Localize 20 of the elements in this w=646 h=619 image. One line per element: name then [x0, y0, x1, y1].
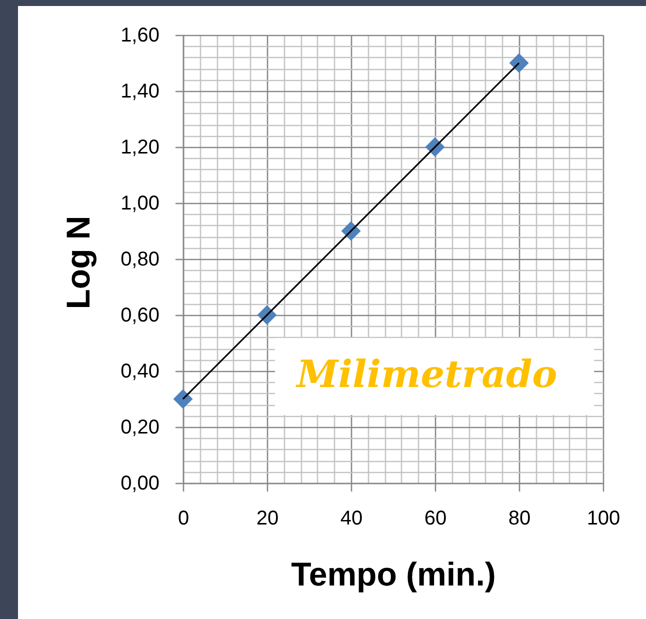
x-tick-label: 40	[340, 508, 363, 530]
y-tick-label: 1,60	[120, 24, 160, 46]
x-tick-label: 80	[508, 508, 531, 530]
y-tick-label: 0,40	[120, 360, 160, 382]
x-tick-label: 0	[178, 508, 190, 530]
y-tick-label: 0,00	[120, 472, 160, 494]
x-axis-title: Tempo (min.)	[291, 556, 496, 592]
y-tick-label: 0,80	[120, 248, 160, 270]
x-tick-label: 60	[424, 508, 447, 530]
y-tick-label: 1,20	[120, 136, 160, 158]
y-axis-title: Log N	[60, 216, 96, 310]
point	[173, 389, 193, 409]
y-tick-label: 0,60	[120, 304, 160, 326]
y-tick-label: 1,40	[120, 80, 160, 102]
y-tick-label: 0,20	[120, 416, 160, 438]
x-tick-label: 20	[256, 508, 279, 530]
x-tick-label: 100	[586, 508, 620, 530]
y-tick-label: 1,00	[120, 192, 160, 214]
point	[509, 53, 529, 73]
annotation: Milimetrado	[294, 352, 558, 396]
